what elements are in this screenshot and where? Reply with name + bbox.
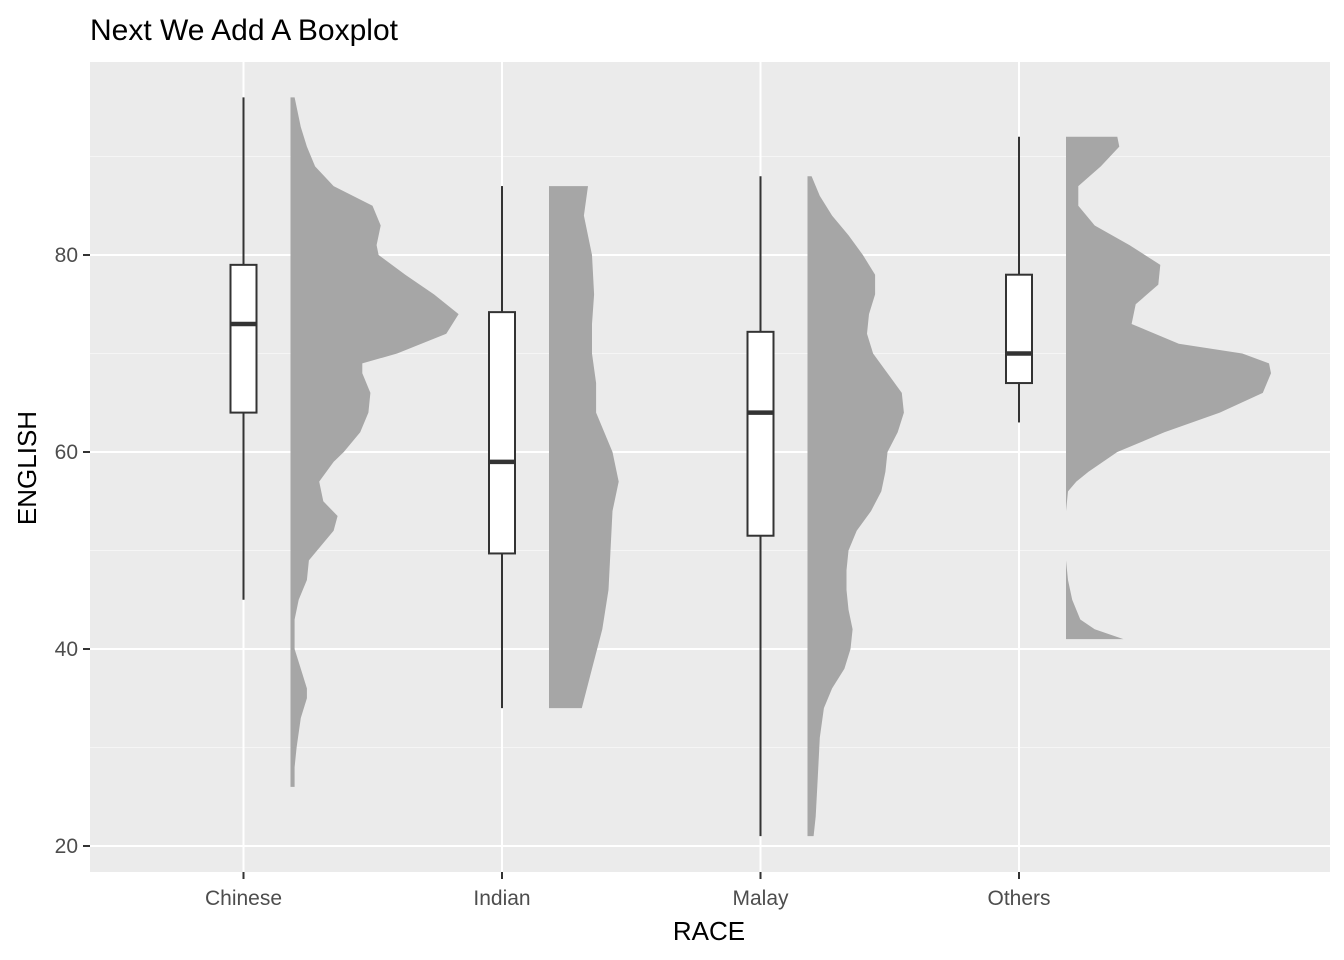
density-indian bbox=[549, 186, 619, 709]
density-others bbox=[1066, 136, 1271, 640]
plot-panel bbox=[90, 62, 1330, 872]
y-tick-label: 80 bbox=[55, 244, 78, 267]
y-tick-label: 60 bbox=[55, 441, 78, 464]
box-others bbox=[1005, 273, 1033, 385]
box-malay bbox=[746, 330, 775, 537]
density-chinese bbox=[290, 97, 459, 787]
chart-title: Next We Add A Boxplot bbox=[90, 14, 399, 47]
y-axis: 20 40 60 80 bbox=[55, 244, 90, 858]
x-tick-label-indian: Indian bbox=[473, 887, 530, 910]
x-tick-label-chinese: Chinese bbox=[205, 887, 282, 910]
x-axis: Chinese Indian Malay Others bbox=[205, 872, 1051, 910]
boxplot-layer bbox=[229, 97, 1033, 837]
y-tick-label: 20 bbox=[55, 835, 78, 858]
density-layer bbox=[290, 97, 1271, 837]
x-tick-label-others: Others bbox=[987, 887, 1050, 910]
box-indian bbox=[488, 311, 516, 555]
density-malay bbox=[807, 176, 904, 837]
y-axis-title: ENGLISH bbox=[12, 411, 42, 525]
x-axis-title: RACE bbox=[673, 916, 745, 946]
y-tick-label: 40 bbox=[55, 638, 78, 661]
x-tick-label-malay: Malay bbox=[732, 887, 789, 910]
box-chinese bbox=[229, 263, 258, 414]
